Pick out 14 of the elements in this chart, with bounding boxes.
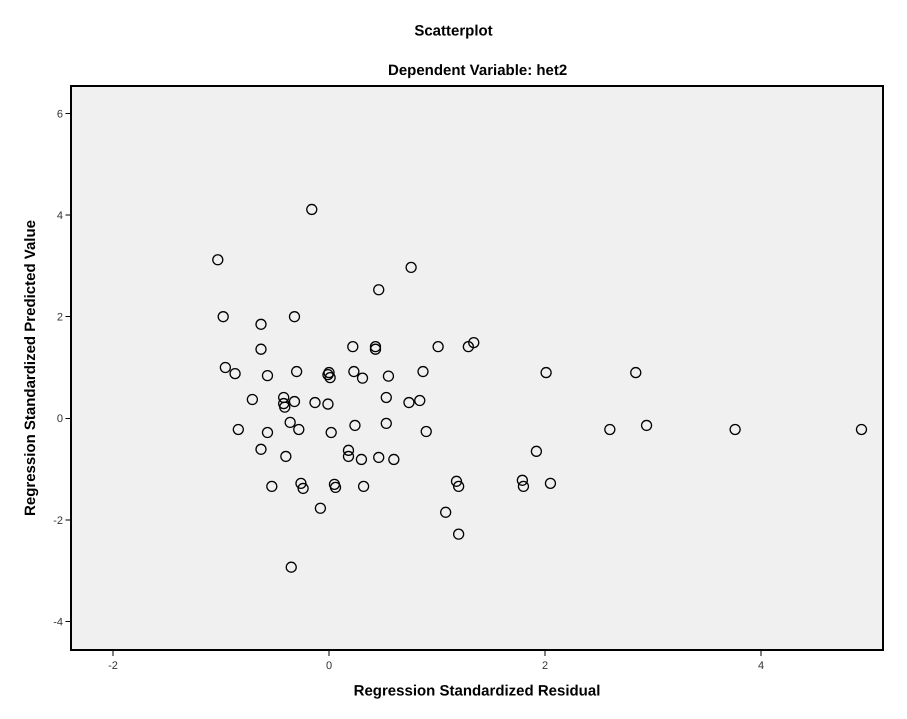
chart-subtitle: Dependent Variable: het2: [388, 62, 568, 79]
y-tick-label: -4: [53, 616, 64, 628]
chart-title: Scatterplot: [414, 22, 493, 40]
y-axis-title: Regression Standardized Predicted Value: [22, 220, 40, 516]
x-tick-label: 0: [326, 660, 332, 672]
y-tick-label: 4: [56, 210, 64, 222]
x-axis-title: Regression Standardized Residual: [354, 682, 600, 700]
y-tick-label: 2: [56, 312, 64, 324]
y-tick-label: 0: [56, 413, 64, 426]
x-tick-label: -2: [108, 660, 118, 672]
y-tick-label: -2: [53, 514, 64, 527]
x-tick-label: 2: [542, 660, 548, 672]
y-tick-label: 6: [56, 108, 64, 120]
x-tick-label: 4: [758, 660, 764, 672]
